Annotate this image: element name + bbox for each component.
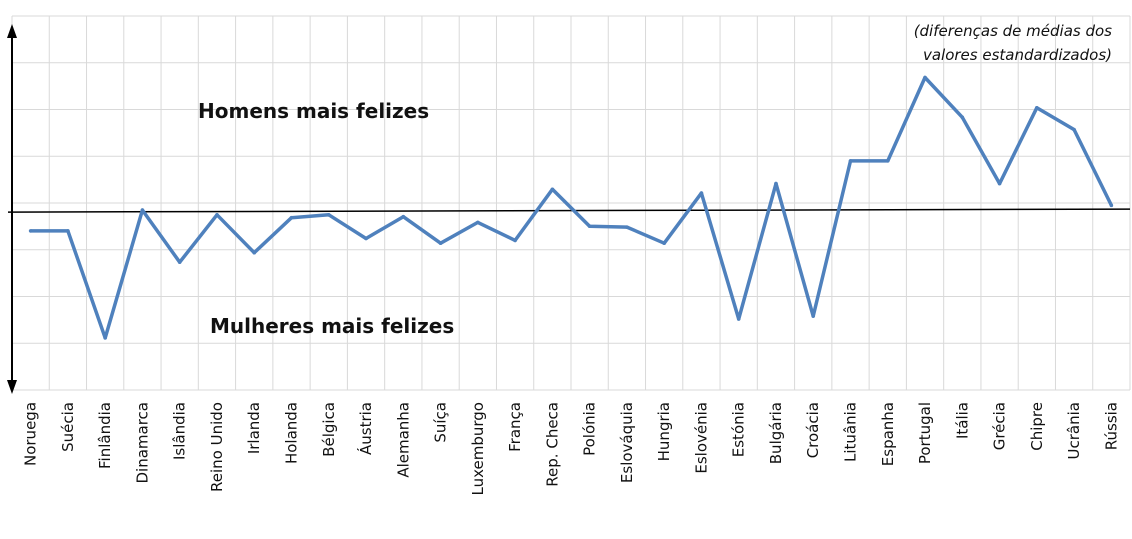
y-axis	[7, 24, 17, 394]
grid	[11, 15, 1131, 391]
series-line	[30, 75, 1113, 340]
data-point	[1072, 127, 1076, 132]
data-point	[885, 159, 890, 163]
x-tick-label: Grécia	[991, 402, 1009, 450]
x-tick-label: Irlanda	[245, 402, 263, 454]
x-tick-label: Islândia	[171, 402, 189, 460]
x-tick-label: Ucrânia	[1065, 402, 1083, 459]
data-point	[774, 181, 778, 186]
x-tick-label: Holanda	[283, 402, 301, 464]
x-tick-label: Luxemburgo	[469, 402, 487, 496]
x-tick-label: Dinamarca	[133, 402, 151, 484]
x-tick-label: Finlândia	[96, 402, 114, 469]
x-tick-label: Suécia	[59, 402, 77, 452]
x-tick-label: Rep. Checa	[543, 402, 561, 487]
data-point	[550, 187, 555, 192]
x-tick-label: Bulgária	[767, 402, 785, 464]
data-point	[625, 225, 629, 229]
annotation-women-happier: Mulheres mais felizes	[210, 314, 454, 338]
x-tick-label: Chipre	[1028, 402, 1046, 451]
x-tick-label: Eslováquia	[618, 402, 636, 483]
data-point	[140, 208, 145, 212]
x-tick-label: Suíça	[432, 402, 450, 443]
data-point	[364, 236, 368, 241]
data-point	[401, 214, 406, 219]
data-point	[699, 191, 704, 195]
data-point	[476, 220, 480, 225]
data-point	[326, 213, 331, 217]
data-point	[960, 115, 965, 120]
x-tick-label: Noruega	[22, 402, 40, 466]
data-point	[289, 215, 294, 220]
note-line-2: valores estandardizados)	[923, 46, 1112, 64]
data-point	[513, 238, 517, 243]
data-point	[848, 159, 853, 163]
x-tick-label: Espanha	[879, 402, 897, 466]
data-point	[997, 181, 1002, 186]
x-tick-label: Hungria	[655, 402, 673, 461]
x-tick-label: Bélgica	[320, 402, 338, 457]
data-point	[1109, 203, 1114, 208]
arrow-up-icon	[7, 24, 17, 38]
data-point	[1035, 106, 1039, 110]
zero-baseline	[7, 208, 1131, 213]
x-tick-label: Rússia	[1102, 402, 1120, 450]
x-tick-label: França	[506, 402, 524, 452]
x-tick-label: Reino Unido	[208, 402, 226, 492]
x-tick-label: Alemanha	[394, 402, 412, 478]
note-line-1: (diferenças de médias dos	[914, 22, 1112, 40]
x-tick-label: Polónia	[581, 402, 599, 456]
x-tick-label: Estónia	[730, 402, 748, 457]
data-point	[736, 317, 741, 321]
x-tick-labels: Noruega Suécia Finlândia Dinamarca Islândia R…	[22, 402, 1121, 496]
data-point	[923, 75, 927, 80]
data-point	[103, 336, 107, 340]
x-tick-label: Lituânia	[842, 402, 860, 462]
arrow-down-icon	[7, 380, 17, 394]
data-point	[587, 224, 592, 228]
x-tick-label: Eslovénia	[692, 402, 710, 474]
data-point	[662, 241, 666, 246]
data-point	[28, 229, 33, 233]
x-tick-label: Croácia	[804, 402, 822, 458]
x-tick-label: Áustria	[356, 402, 375, 455]
data-point	[252, 250, 257, 255]
data-point	[438, 241, 443, 246]
data-point	[811, 314, 816, 318]
data-point	[177, 260, 182, 264]
data-point	[215, 213, 219, 217]
x-tick-label: Portugal	[916, 402, 934, 464]
x-tick-label: Itália	[953, 402, 971, 439]
data-point	[66, 229, 70, 233]
annotation-men-happier: Homens mais felizes	[198, 99, 429, 123]
